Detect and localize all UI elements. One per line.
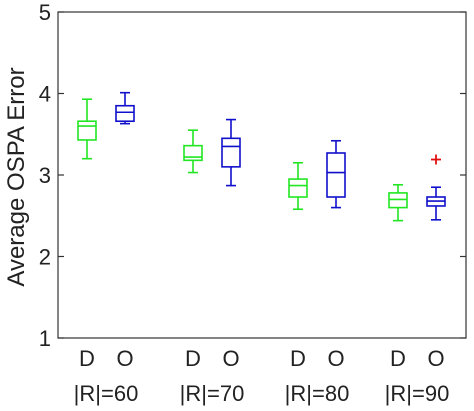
box-O-3 xyxy=(426,154,446,221)
box-D-0 xyxy=(77,98,97,160)
group-label: |R|=90 xyxy=(385,381,450,406)
box-series-label: D xyxy=(390,346,406,371)
y-axis-label: Average OSPA Error xyxy=(3,67,30,286)
box-O-1 xyxy=(221,118,241,187)
box-series-label: O xyxy=(327,346,344,371)
box-iqr xyxy=(183,144,203,162)
box-iqr xyxy=(221,137,241,168)
y-tick-label: 2 xyxy=(39,245,51,270)
y-tick-label: 3 xyxy=(39,163,51,188)
group-label: |R|=80 xyxy=(285,381,350,406)
y-tick-label: 1 xyxy=(39,326,51,351)
box-iqr xyxy=(115,104,135,123)
box-D-1 xyxy=(183,129,203,174)
box-series-label: D xyxy=(290,346,306,371)
box-D-2 xyxy=(288,161,308,211)
box-iqr xyxy=(388,192,408,209)
box-D-3 xyxy=(388,183,408,222)
box-iqr xyxy=(326,152,346,198)
box-series-label: D xyxy=(185,346,201,371)
box-series-label: O xyxy=(116,346,133,371)
box-series xyxy=(77,91,446,222)
group-label: |R|=60 xyxy=(74,381,139,406)
box-series-label: O xyxy=(427,346,444,371)
box-series-label: D xyxy=(79,346,95,371)
box-O-0 xyxy=(115,91,135,125)
plot-area xyxy=(57,11,467,339)
group-label: |R|=70 xyxy=(180,381,245,406)
plot-frame xyxy=(57,11,467,339)
box-O-2 xyxy=(326,139,346,209)
x-axis-labels: D O|R|=60D O|R|=70D O|R|=80D O|R|=90 xyxy=(74,346,450,406)
box-iqr xyxy=(77,120,97,141)
box-series-label: O xyxy=(222,346,239,371)
box-iqr xyxy=(288,178,308,198)
y-tick-label: 5 xyxy=(39,0,51,25)
y-axis-ticks: 1 2 3 4 5 xyxy=(39,0,466,351)
y-tick-label: 4 xyxy=(39,82,51,107)
